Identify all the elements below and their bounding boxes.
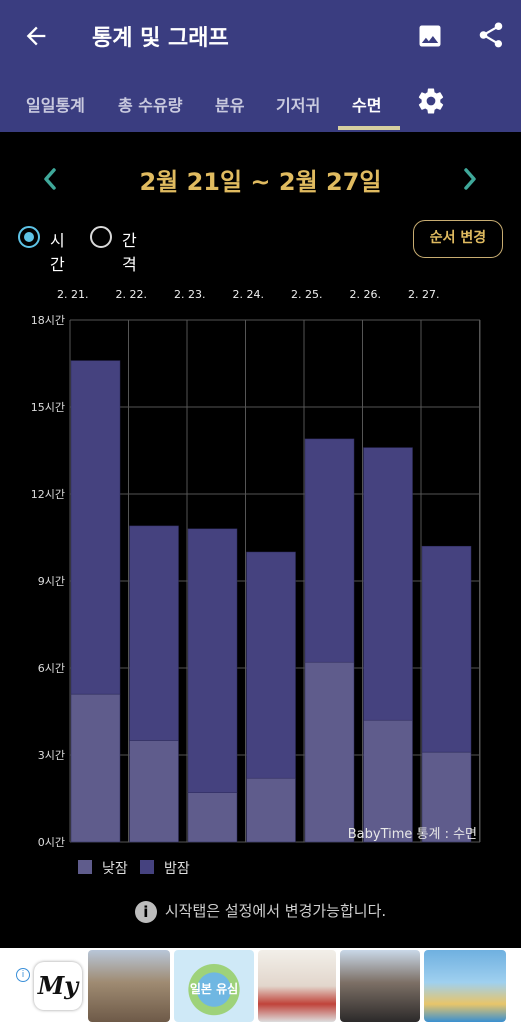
sleep-chart: 0시간 3시간 6시간 9시간 12시간 15시간 18시간 2. 21. 2. 22. 2. 2… <box>31 288 481 849</box>
x-tick-label: 2. 25. <box>291 288 323 301</box>
share-icon[interactable] <box>476 20 506 50</box>
date-range: 2월 21일 ~ 2월 27일 <box>139 168 382 196</box>
ad-thumb-4[interactable] <box>340 950 420 1022</box>
radio-interval-label[interactable]: 간격 <box>122 231 137 274</box>
info-icon: i <box>134 900 157 923</box>
bar-night <box>129 525 179 741</box>
legend-swatch-nap <box>78 860 92 874</box>
ad-thumb-5[interactable] <box>424 950 506 1022</box>
chart-watermark: BabyTime 통계 : 수면 <box>348 827 477 842</box>
tab-diaper[interactable]: 기저귀 <box>276 96 321 115</box>
radio-time[interactable] <box>18 226 40 248</box>
ad-badge-text: 일본 유심 <box>189 982 239 996</box>
y-tick-label: 3시간 <box>38 749 65 762</box>
bar-night <box>70 360 121 695</box>
bar-nap <box>129 740 179 843</box>
y-tick-label: 9시간 <box>38 575 65 588</box>
ad-info-icon[interactable]: i <box>16 968 30 982</box>
bar-night <box>187 528 238 793</box>
radio-time-label[interactable]: 시간 <box>50 231 65 274</box>
bar-nap <box>187 792 238 843</box>
info-text: 시작탭은 설정에서 변경가능합니다. <box>164 902 387 920</box>
bar-nap <box>70 693 121 843</box>
bar-night <box>246 551 296 779</box>
y-tick-label: 0시간 <box>38 836 65 849</box>
ad-thumb-2[interactable]: 일본 유심 <box>174 950 254 1022</box>
chevron-right-icon[interactable] <box>460 166 480 192</box>
tab-total-feeding[interactable]: 총 수유량 <box>118 96 183 115</box>
x-tick-label: 2. 27. <box>408 288 440 301</box>
tab-formula[interactable]: 분유 <box>215 96 245 115</box>
y-tick-label: 12시간 <box>31 488 65 501</box>
start-tab-info: i 시작탭은 설정에서 변경가능합니다. <box>0 900 521 923</box>
ad-thumb-3[interactable] <box>258 950 336 1022</box>
bar-nap <box>304 661 355 843</box>
bar-night <box>363 447 413 721</box>
x-tick-label: 2. 26. <box>350 288 382 301</box>
chevron-left-icon[interactable] <box>40 166 60 192</box>
chart-legend: 낮잠 밤잠 <box>78 858 238 878</box>
legend-label-nap: 낮잠 <box>102 861 128 877</box>
tab-sleep[interactable]: 수면 <box>352 96 382 115</box>
x-tick-label: 2. 22. <box>116 288 148 301</box>
active-tab-indicator <box>338 126 400 130</box>
x-tick-label: 2. 21. <box>57 288 89 301</box>
x-tick-label: 2. 23. <box>174 288 206 301</box>
tab-daily-stats[interactable]: 일일통계 <box>26 96 85 115</box>
legend-label-night: 밤잠 <box>164 861 190 877</box>
y-tick-label: 15시간 <box>31 401 65 414</box>
x-tick-label: 2. 24. <box>233 288 265 301</box>
app-bar: 통계 및 그래프 일일통계 총 수유량 분유 기저귀 수면 <box>0 0 521 132</box>
image-icon[interactable] <box>416 22 444 50</box>
radio-interval[interactable] <box>90 226 112 248</box>
change-order-button[interactable]: 순서 변경 <box>413 220 503 258</box>
bar-nap <box>246 777 296 843</box>
page-title: 통계 및 그래프 <box>92 26 229 51</box>
ad-logo[interactable]: My <box>34 962 82 1010</box>
gear-icon[interactable] <box>416 86 446 116</box>
y-tick-label: 18시간 <box>31 314 65 327</box>
ad-banner[interactable]: i My 일본 유심 <box>0 948 521 1024</box>
bar-nap <box>363 719 413 843</box>
tab-bar: 일일통계 총 수유량 분유 기저귀 수면 <box>0 80 521 132</box>
ad-thumb-1[interactable] <box>88 950 170 1022</box>
legend-swatch-night <box>140 860 154 874</box>
bar-night <box>421 545 472 753</box>
bar-night <box>304 438 355 663</box>
back-arrow-icon[interactable] <box>22 22 50 50</box>
y-tick-label: 6시간 <box>38 662 65 675</box>
